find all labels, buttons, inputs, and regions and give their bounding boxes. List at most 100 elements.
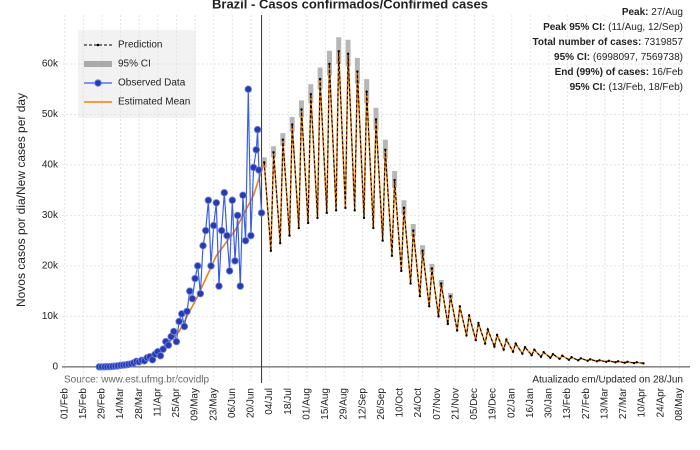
observed-point bbox=[191, 274, 199, 283]
prediction-point bbox=[421, 249, 424, 252]
x-tick-label: 24/Apr bbox=[655, 387, 666, 417]
prediction-point bbox=[412, 229, 415, 232]
observed-point bbox=[156, 352, 165, 360]
y-tick-label: 60k bbox=[42, 59, 59, 70]
y-tick-label: 10k bbox=[42, 311, 59, 322]
prediction-point bbox=[642, 362, 645, 365]
observed-point bbox=[180, 322, 189, 331]
prediction-point bbox=[514, 342, 517, 345]
x-tick-label: 16/Jan bbox=[525, 388, 536, 418]
observed-point bbox=[244, 85, 252, 93]
x-tick-label: 13/Feb bbox=[562, 388, 573, 420]
prediction-point bbox=[577, 359, 580, 362]
annotation: 95% CI: (13/Feb, 18/Feb) bbox=[570, 82, 683, 93]
prediction-point bbox=[430, 267, 434, 270]
annotation: Peak: 27/Aug bbox=[622, 7, 683, 18]
prediction-point bbox=[402, 206, 406, 210]
source-note: Source: www.est.ufmg.br/covidlp bbox=[64, 375, 209, 386]
prediction-point bbox=[400, 269, 403, 273]
prediction-point bbox=[589, 358, 592, 361]
prediction-point bbox=[300, 108, 303, 111]
prediction-point bbox=[635, 361, 638, 364]
annotation: 95% CI: (6998097, 7569738) bbox=[554, 52, 683, 63]
x-tick-label: 04/Jul bbox=[264, 388, 275, 415]
prediction-point bbox=[384, 148, 387, 151]
observed-point bbox=[204, 196, 213, 204]
observed-point bbox=[159, 345, 167, 353]
prediction-point bbox=[356, 70, 359, 73]
prediction-point bbox=[390, 254, 394, 257]
x-tick-label: 18/Jul bbox=[283, 388, 294, 415]
prediction-point bbox=[533, 348, 536, 351]
observed-point bbox=[225, 267, 234, 275]
prediction-point bbox=[539, 355, 543, 358]
prediction-point bbox=[477, 321, 480, 325]
observed-point bbox=[212, 199, 221, 207]
x-tick-label: 13/Mar bbox=[599, 387, 610, 419]
x-tick-label: 05/Dec bbox=[469, 388, 480, 420]
observed-point bbox=[183, 307, 191, 316]
observed-point bbox=[223, 231, 231, 240]
annotation: Peak 95% CI: (11/Aug, 12/Sep) bbox=[543, 22, 683, 33]
prediction-point bbox=[418, 294, 422, 298]
prediction-point bbox=[381, 239, 384, 242]
y-tick-label: 30k bbox=[42, 210, 59, 221]
observed-point bbox=[188, 294, 197, 303]
annotation: Total number of cases: 7319857 bbox=[533, 37, 684, 48]
x-tick-label: 20/Jun bbox=[246, 388, 257, 418]
prediction-point bbox=[281, 138, 285, 141]
annotation-label: Peak 95% CI: bbox=[543, 22, 605, 33]
x-tick-label: 02/Jan bbox=[506, 388, 517, 418]
prediction-point bbox=[365, 90, 368, 93]
x-tick-label: 29/Aug bbox=[339, 388, 350, 420]
prediction-point bbox=[495, 333, 499, 337]
observed-point bbox=[233, 211, 242, 220]
x-tick-label: 28/Mar bbox=[134, 387, 145, 419]
observed-point bbox=[228, 196, 237, 204]
legend-label: Observed Data bbox=[118, 78, 186, 89]
prediction-point bbox=[626, 360, 629, 363]
annotation-value: 16/Feb bbox=[652, 67, 684, 78]
prediction-point bbox=[455, 329, 459, 332]
prediction-point bbox=[318, 77, 322, 81]
y-tick-label: 0 bbox=[52, 361, 58, 372]
observed-point bbox=[252, 146, 260, 154]
annotation-value: (11/Aug, 12/Sep) bbox=[608, 22, 683, 33]
x-tick-label: 09/May bbox=[190, 388, 201, 421]
prediction-point bbox=[558, 357, 561, 360]
annotation-value: 27/Aug bbox=[651, 7, 683, 18]
prediction-point bbox=[439, 282, 443, 285]
annotation-label: Total number of cases: bbox=[533, 37, 642, 48]
prediction-point bbox=[334, 209, 338, 212]
prediction-point bbox=[598, 359, 601, 362]
prediction-point bbox=[465, 334, 468, 337]
observed-point bbox=[196, 289, 205, 298]
prediction-point bbox=[632, 361, 636, 365]
prediction-point bbox=[623, 361, 627, 365]
annotation-value: (6998097, 7569738) bbox=[593, 52, 683, 63]
x-tick-label: 24/Oct bbox=[413, 388, 424, 418]
observed-point bbox=[170, 327, 178, 336]
x-tick-label: 27/Feb bbox=[581, 388, 592, 420]
observed-point bbox=[215, 282, 223, 290]
observed-point bbox=[236, 282, 244, 290]
x-tick-label: 10/Oct bbox=[395, 388, 406, 418]
prediction-point bbox=[449, 294, 452, 298]
prediction-point bbox=[290, 123, 294, 126]
observed-point bbox=[186, 287, 194, 295]
prediction-point bbox=[483, 342, 487, 345]
prediction-point bbox=[428, 305, 431, 308]
observed-point bbox=[239, 191, 247, 199]
prediction-point bbox=[288, 234, 291, 237]
x-tick-label: 10/Apr bbox=[637, 387, 648, 417]
x-tick-label: 29/Feb bbox=[97, 388, 108, 420]
x-tick-label: 26/Sep bbox=[376, 388, 387, 420]
prediction-point bbox=[346, 52, 350, 56]
x-tick-label: 07/Nov bbox=[432, 388, 443, 420]
prediction-point bbox=[263, 161, 266, 164]
prediction-point bbox=[467, 314, 471, 317]
prediction-point bbox=[570, 356, 573, 359]
prediction-point bbox=[269, 249, 273, 252]
prediction-point bbox=[604, 360, 608, 363]
observed-point bbox=[194, 262, 202, 270]
